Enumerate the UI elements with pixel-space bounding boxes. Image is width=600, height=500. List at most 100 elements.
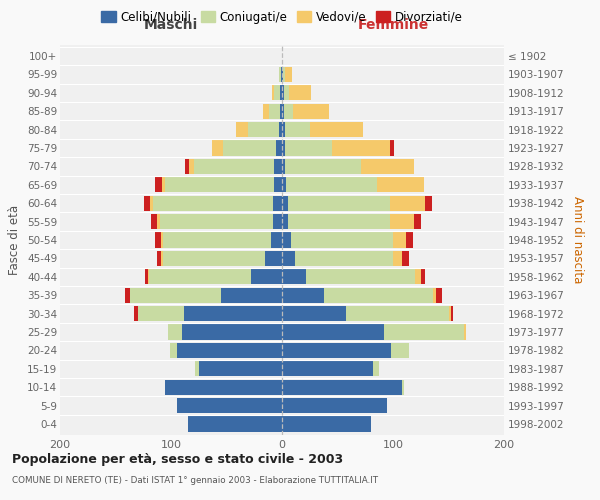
- Bar: [282, 178, 286, 192]
- Bar: [274, 159, 282, 174]
- Bar: [212, 140, 282, 156]
- Bar: [148, 269, 282, 284]
- Bar: [282, 306, 451, 321]
- Bar: [282, 380, 402, 394]
- Bar: [282, 361, 379, 376]
- Bar: [282, 251, 295, 266]
- Bar: [138, 306, 282, 321]
- Bar: [282, 196, 389, 211]
- Bar: [282, 86, 311, 100]
- Bar: [149, 269, 282, 284]
- Bar: [282, 269, 307, 284]
- Bar: [282, 416, 371, 432]
- Bar: [223, 140, 282, 156]
- Bar: [281, 67, 282, 82]
- Bar: [138, 306, 282, 321]
- Bar: [263, 104, 282, 119]
- Bar: [282, 251, 393, 266]
- Bar: [278, 122, 282, 137]
- Bar: [145, 269, 282, 284]
- Bar: [282, 288, 433, 302]
- Text: Femmine: Femmine: [358, 18, 428, 32]
- Bar: [170, 343, 282, 358]
- Bar: [176, 398, 282, 413]
- Y-axis label: Anni di nascita: Anni di nascita: [571, 196, 584, 284]
- Bar: [176, 343, 282, 358]
- Bar: [166, 380, 282, 394]
- Bar: [167, 324, 282, 340]
- Bar: [236, 122, 282, 137]
- Bar: [188, 416, 282, 432]
- Bar: [212, 140, 282, 156]
- Bar: [282, 324, 384, 340]
- Bar: [167, 324, 282, 340]
- Bar: [176, 398, 282, 413]
- Bar: [274, 86, 282, 100]
- Bar: [155, 232, 282, 248]
- Bar: [282, 343, 409, 358]
- Bar: [162, 178, 282, 192]
- Bar: [282, 232, 291, 248]
- Bar: [282, 104, 329, 119]
- Bar: [282, 140, 332, 156]
- Bar: [150, 196, 282, 211]
- Bar: [263, 104, 282, 119]
- Y-axis label: Fasce di età: Fasce di età: [8, 205, 22, 275]
- Bar: [130, 288, 282, 302]
- Bar: [282, 159, 414, 174]
- Bar: [282, 269, 415, 284]
- Bar: [221, 288, 282, 302]
- Bar: [157, 251, 282, 266]
- Bar: [163, 232, 282, 248]
- Bar: [282, 67, 283, 82]
- Bar: [280, 104, 282, 119]
- Bar: [248, 122, 282, 137]
- Bar: [163, 251, 282, 266]
- Bar: [282, 380, 404, 394]
- Bar: [282, 232, 406, 248]
- Bar: [282, 269, 425, 284]
- Bar: [273, 196, 282, 211]
- Bar: [269, 104, 282, 119]
- Legend: Celibi/Nubili, Coniugati/e, Vedovi/e, Divorziati/e: Celibi/Nubili, Coniugati/e, Vedovi/e, Di…: [97, 6, 467, 28]
- Bar: [282, 251, 409, 266]
- Bar: [282, 380, 404, 394]
- Bar: [251, 269, 282, 284]
- Bar: [274, 178, 282, 192]
- Bar: [282, 306, 453, 321]
- Bar: [282, 380, 404, 394]
- Bar: [282, 178, 424, 192]
- Bar: [166, 380, 282, 394]
- Bar: [161, 251, 282, 266]
- Bar: [125, 288, 282, 302]
- Bar: [273, 214, 282, 229]
- Bar: [160, 214, 282, 229]
- Bar: [151, 214, 282, 229]
- Bar: [277, 140, 282, 156]
- Bar: [282, 196, 287, 211]
- Bar: [157, 214, 282, 229]
- Bar: [272, 86, 282, 100]
- Bar: [282, 214, 389, 229]
- Bar: [282, 398, 388, 413]
- Bar: [282, 269, 421, 284]
- Bar: [194, 159, 282, 174]
- Bar: [282, 214, 421, 229]
- Bar: [282, 140, 394, 156]
- Bar: [176, 398, 282, 413]
- Bar: [130, 288, 282, 302]
- Bar: [282, 86, 289, 100]
- Bar: [282, 67, 292, 82]
- Bar: [167, 324, 282, 340]
- Bar: [282, 251, 402, 266]
- Bar: [282, 214, 287, 229]
- Bar: [282, 306, 449, 321]
- Bar: [282, 398, 388, 413]
- Bar: [282, 416, 371, 432]
- Bar: [188, 416, 282, 432]
- Text: Maschi: Maschi: [144, 18, 198, 32]
- Bar: [282, 159, 286, 174]
- Bar: [188, 416, 282, 432]
- Bar: [282, 86, 284, 100]
- Bar: [282, 306, 346, 321]
